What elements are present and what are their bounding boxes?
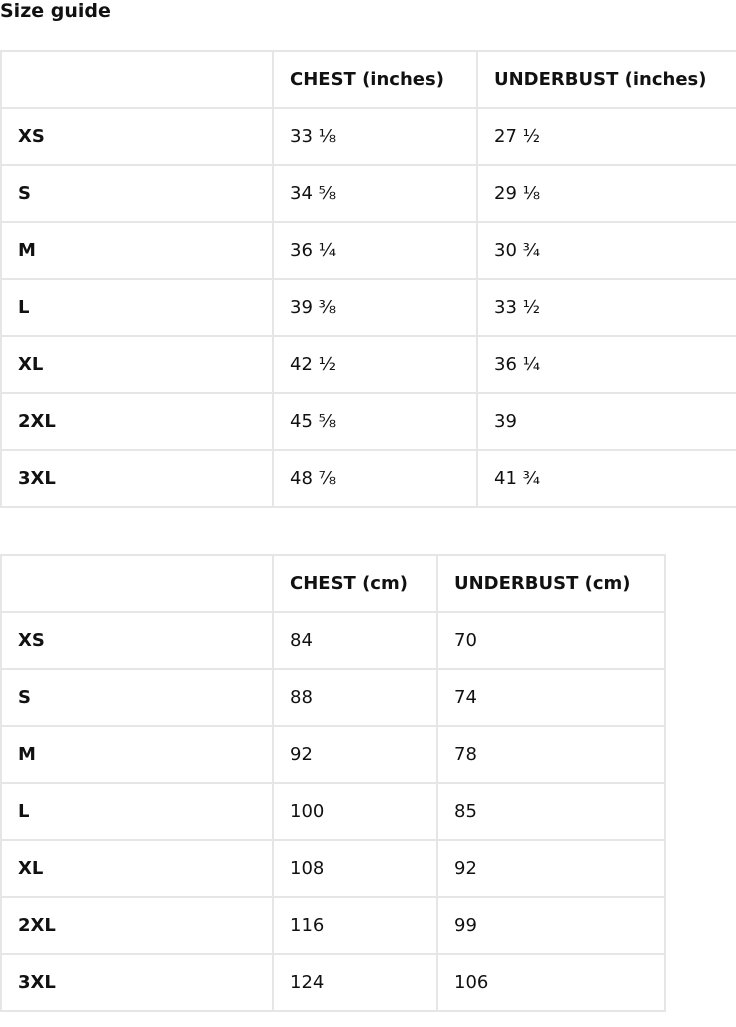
underbust-value: 70 — [436, 611, 666, 670]
page-title: Size guide — [0, 0, 111, 22]
table-row: 3XL 48 ⅞ 41 ¾ — [0, 449, 736, 508]
table-row: L 39 ⅜ 33 ½ — [0, 278, 736, 337]
column-header — [0, 554, 274, 613]
size-label: 2XL — [0, 896, 274, 955]
underbust-value: 99 — [436, 896, 666, 955]
chest-value: 36 ¼ — [272, 221, 478, 280]
chest-value: 100 — [272, 782, 438, 841]
underbust-value: 92 — [436, 839, 666, 898]
size-label: 3XL — [0, 449, 274, 508]
underbust-value: 33 ½ — [476, 278, 736, 337]
chest-value: 48 ⅞ — [272, 449, 478, 508]
underbust-value: 85 — [436, 782, 666, 841]
table-row: XS 84 70 — [0, 611, 666, 670]
underbust-value: 41 ¾ — [476, 449, 736, 508]
size-label: 3XL — [0, 953, 274, 1012]
chest-value: 33 ⅛ — [272, 107, 478, 166]
size-table-cm: CHEST (cm) UNDERBUST (cm) XS 84 70 S 88 74 M 92 78… — [0, 554, 666, 1012]
table-row: M 92 78 — [0, 725, 666, 784]
table-row: 3XL 124 106 — [0, 953, 666, 1012]
size-label: S — [0, 668, 274, 727]
column-header: CHEST (cm) — [272, 554, 438, 613]
column-header: CHEST (inches) — [272, 50, 478, 109]
table-row: XL 108 92 — [0, 839, 666, 898]
size-label: S — [0, 164, 274, 223]
table-row: L 100 85 — [0, 782, 666, 841]
table-row: M 36 ¼ 30 ¾ — [0, 221, 736, 280]
table-row: XL 42 ½ 36 ¼ — [0, 335, 736, 394]
chest-value: 108 — [272, 839, 438, 898]
size-label: XL — [0, 839, 274, 898]
chest-value: 116 — [272, 896, 438, 955]
underbust-value: 27 ½ — [476, 107, 736, 166]
size-label: XS — [0, 611, 274, 670]
table-row: S 34 ⅝ 29 ⅛ — [0, 164, 736, 223]
chest-value: 92 — [272, 725, 438, 784]
size-label: L — [0, 782, 274, 841]
size-label: M — [0, 221, 274, 280]
size-table-inches: CHEST (inches) UNDERBUST (inches) XS 33 ⅛ 27… — [0, 50, 736, 508]
underbust-value: 30 ¾ — [476, 221, 736, 280]
chest-value: 42 ½ — [272, 335, 478, 394]
underbust-value: 74 — [436, 668, 666, 727]
underbust-value: 39 — [476, 392, 736, 451]
underbust-value: 36 ¼ — [476, 335, 736, 394]
chest-value: 124 — [272, 953, 438, 1012]
size-label: XL — [0, 335, 274, 394]
table-row: XS 33 ⅛ 27 ½ — [0, 107, 736, 166]
size-label: XS — [0, 107, 274, 166]
chest-value: 84 — [272, 611, 438, 670]
size-label: M — [0, 725, 274, 784]
table-header-row: CHEST (inches) UNDERBUST (inches) — [0, 50, 736, 109]
column-header: UNDERBUST (cm) — [436, 554, 666, 613]
size-label: 2XL — [0, 392, 274, 451]
chest-value: 45 ⅝ — [272, 392, 478, 451]
underbust-value: 78 — [436, 725, 666, 784]
chest-value: 34 ⅝ — [272, 164, 478, 223]
underbust-value: 29 ⅛ — [476, 164, 736, 223]
chest-value: 88 — [272, 668, 438, 727]
table-header-row: CHEST (cm) UNDERBUST (cm) — [0, 554, 666, 613]
table-row: 2XL 116 99 — [0, 896, 666, 955]
table-row: S 88 74 — [0, 668, 666, 727]
chest-value: 39 ⅜ — [272, 278, 478, 337]
column-header — [0, 50, 274, 109]
column-header: UNDERBUST (inches) — [476, 50, 736, 109]
table-row: 2XL 45 ⅝ 39 — [0, 392, 736, 451]
size-label: L — [0, 278, 274, 337]
underbust-value: 106 — [436, 953, 666, 1012]
